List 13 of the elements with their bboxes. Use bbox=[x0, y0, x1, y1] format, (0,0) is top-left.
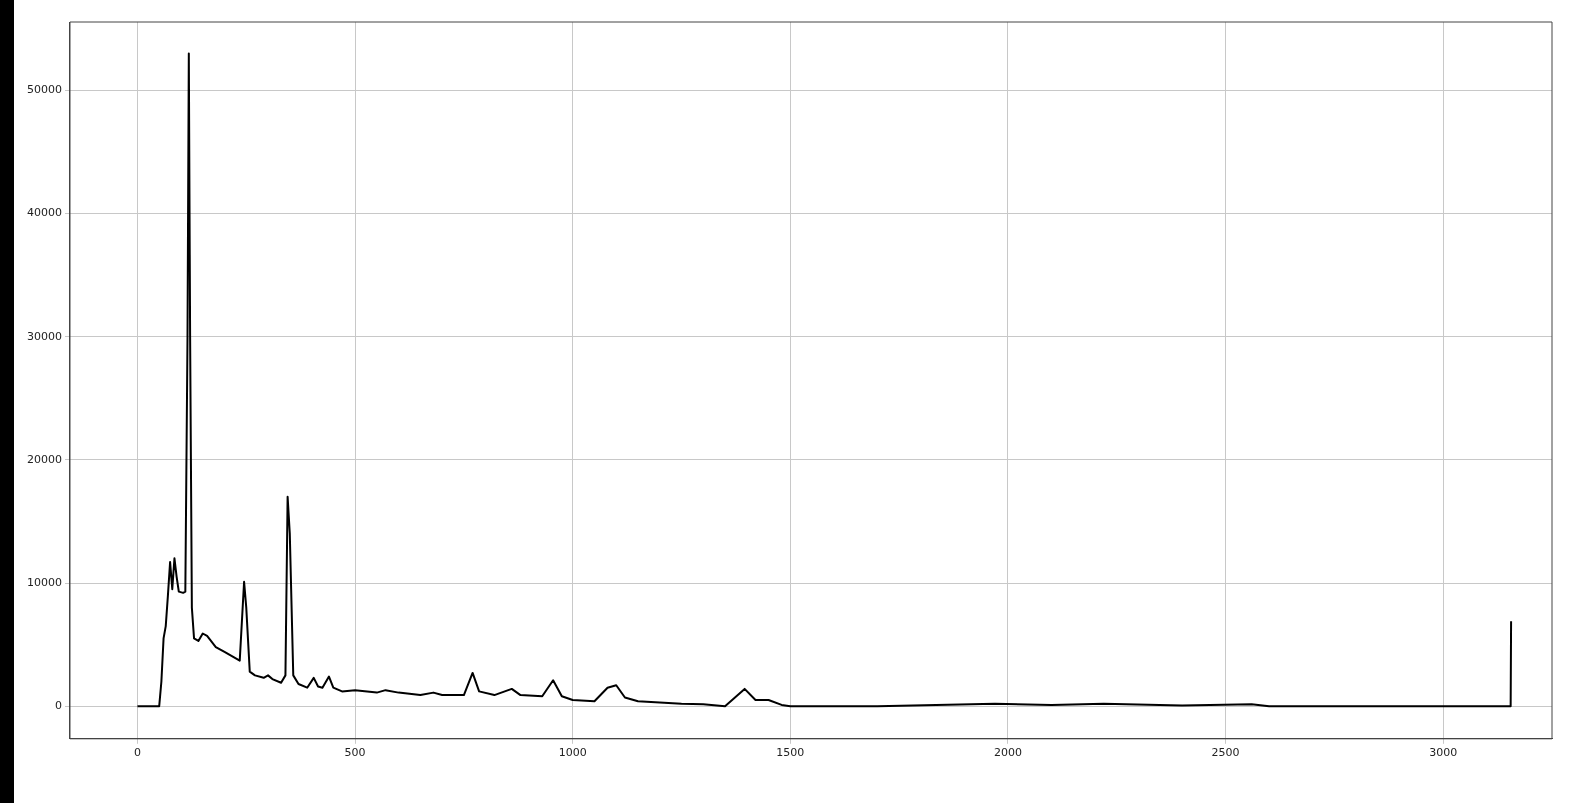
y-tick-label: 40000 bbox=[26, 206, 62, 220]
y-tick-label: 0 bbox=[54, 699, 62, 713]
x-tick-label: 3000 bbox=[1429, 746, 1458, 760]
x-tick-label: 2000 bbox=[993, 746, 1022, 760]
x-tick-label: 0 bbox=[133, 746, 141, 760]
y-tick-label: 20000 bbox=[26, 452, 62, 466]
x-tick-label: 1000 bbox=[558, 746, 587, 760]
y-tick-label: 10000 bbox=[26, 575, 62, 589]
x-tick-label: 1500 bbox=[776, 746, 805, 760]
y-tick-label: 50000 bbox=[26, 83, 62, 97]
x-tick-label: 500 bbox=[344, 746, 366, 760]
y-tick-label: 30000 bbox=[26, 329, 62, 343]
x-tick-label: 2500 bbox=[1211, 746, 1240, 760]
